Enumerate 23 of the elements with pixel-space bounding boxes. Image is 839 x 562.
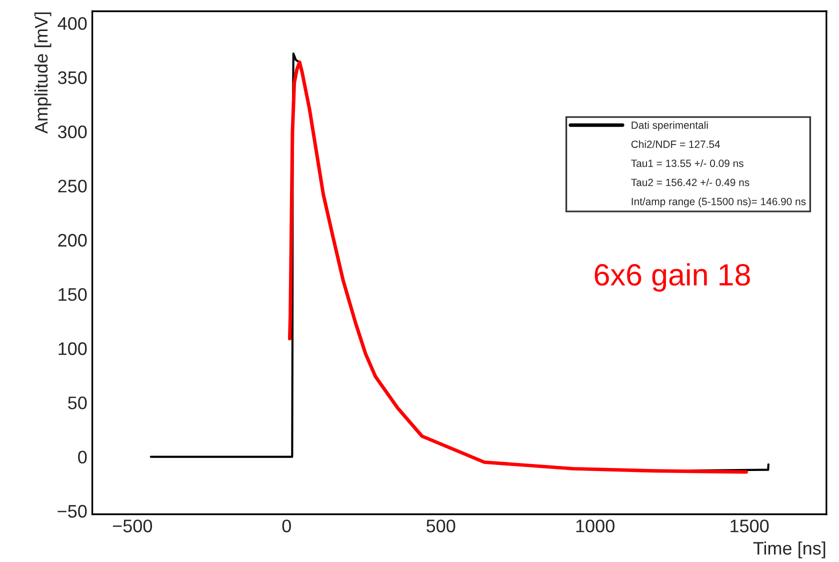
x-tick-label: 1500 xyxy=(730,520,769,532)
x-tick-label: 1000 xyxy=(576,520,614,532)
y-tick-label: 50 xyxy=(68,396,87,410)
annotation: Chi2/NDF = 127.54 xyxy=(631,140,720,148)
x-tick-label: −500 xyxy=(112,520,152,532)
y-tick-label: 250 xyxy=(58,180,87,192)
annotation: 6x6 gain 18 xyxy=(594,263,750,292)
x-tick-label: 500 xyxy=(426,520,456,532)
y-tick-label: 0 xyxy=(78,450,87,464)
y-tick-label: 200 xyxy=(58,234,87,247)
y-axis-title: Amplitude [mV] xyxy=(34,12,52,134)
annotation: Tau1 = 13.55 +/- 0.09 ns xyxy=(631,159,744,168)
y-tick-label: 300 xyxy=(58,126,87,138)
y-tick-label: 150 xyxy=(58,288,87,301)
x-axis-title: Time [ns] xyxy=(753,541,826,558)
y-tick-label: 400 xyxy=(58,17,87,30)
y-tick-label: −50 xyxy=(58,504,87,518)
x-tick-label: 0 xyxy=(282,520,291,532)
annotation: Int/amp range (5-1500 ns)= 146.90 ns xyxy=(632,198,806,208)
y-tick-label: 350 xyxy=(58,71,87,84)
annotation: Tau2 = 156.42 +/- 0.49 ns xyxy=(631,178,750,186)
text: Dati sperimentali xyxy=(632,121,708,131)
y-tick-label: 100 xyxy=(58,342,87,356)
